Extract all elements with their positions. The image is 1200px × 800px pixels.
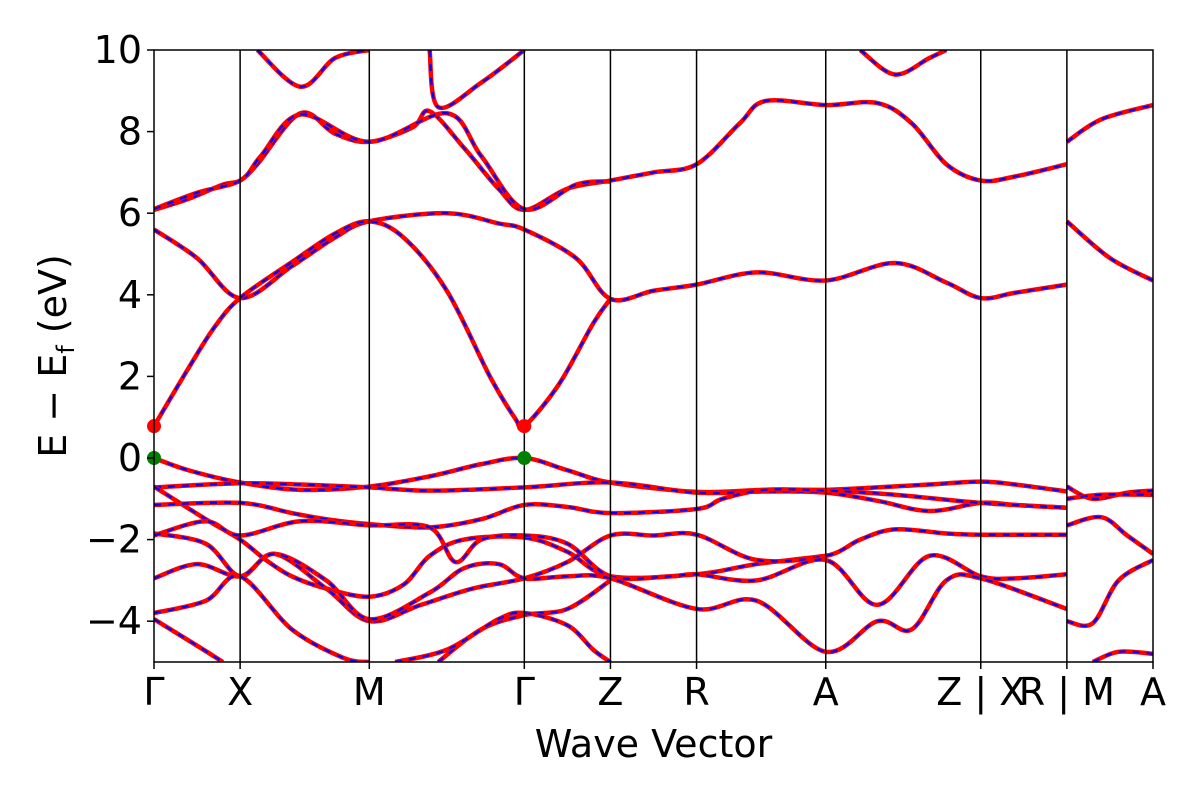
x-tick-label-3: Γ xyxy=(514,670,535,714)
band-line-dash-5 xyxy=(154,481,1067,513)
y-tick-label-1: −2 xyxy=(86,518,142,562)
y-axis-label-unit: (eV) xyxy=(31,254,75,345)
y-ticks: −4 −2 0 2 4 6 8 10 xyxy=(86,28,154,643)
band-line-dash-23 xyxy=(1066,559,1153,627)
band-line-dash-12 xyxy=(154,618,224,662)
band-line-19 xyxy=(1065,219,1153,283)
x-tick-label-7: Z | X xyxy=(936,670,1025,715)
band-line-dash-16 xyxy=(428,50,525,110)
band-lines xyxy=(154,50,1153,662)
band-line-dash-2 xyxy=(154,212,1068,302)
band-line-24 xyxy=(1091,649,1153,662)
band-line-15 xyxy=(255,50,370,89)
x-tick-label-5: R xyxy=(683,670,709,714)
band-line-22 xyxy=(1066,514,1153,556)
band-line-18 xyxy=(1065,102,1153,144)
y-tick-label-2: 0 xyxy=(118,436,142,480)
y-tick-label-6: 8 xyxy=(118,110,142,154)
high-symmetry-lines xyxy=(239,50,1068,662)
y-tick-label-7: 10 xyxy=(94,28,142,72)
band-line-dash-4 xyxy=(154,456,1068,494)
x-tick-label-2: M xyxy=(353,670,386,714)
vbm-marker-1 xyxy=(517,451,532,465)
band-line-dash-21 xyxy=(1066,493,1153,500)
band-line-dash-22 xyxy=(1066,515,1153,555)
band-line-dash-17 xyxy=(859,50,947,76)
y-axis-label: E − Ef (eV) xyxy=(31,254,80,458)
y-axis-label-main: E − E xyxy=(31,354,75,458)
band-line-dash-19 xyxy=(1066,220,1153,282)
band-line-dash-1 xyxy=(154,112,611,211)
band-line-12 xyxy=(154,617,225,662)
band-line-dash-3 xyxy=(154,220,612,430)
x-tick-label-0: Γ xyxy=(143,670,164,714)
band-edge-markers xyxy=(147,419,532,465)
x-tick-label-6: A xyxy=(813,670,839,714)
band-line-dash-8 xyxy=(154,528,1067,623)
band-line-0 xyxy=(154,98,1068,213)
x-tick-label-1: X xyxy=(227,670,253,714)
x-axis-label: Wave Vector xyxy=(535,722,773,766)
y-tick-label-5: 6 xyxy=(118,191,142,235)
band-line-3 xyxy=(154,219,613,431)
band-line-dash-9 xyxy=(154,519,1067,606)
band-line-dash-18 xyxy=(1066,104,1153,143)
cbm-marker-1 xyxy=(517,419,532,434)
y-axis-label-subscript: f xyxy=(52,345,80,354)
band-line-dash-24 xyxy=(1092,650,1153,662)
band-line-dash-7 xyxy=(154,488,1067,529)
band-line-dash-11 xyxy=(154,574,370,662)
y-tick-label-3: 2 xyxy=(118,354,142,398)
x-tick-label-8: R | M xyxy=(1019,670,1115,715)
band-line-dash-10 xyxy=(154,552,1068,653)
x-ticks: Γ X M Γ Z R A Z | XR | M A xyxy=(143,662,1166,715)
band-line-dash-6 xyxy=(154,485,826,598)
plot-frame xyxy=(153,49,1154,663)
x-tick-label-4: Z xyxy=(597,670,623,714)
band-line-16 xyxy=(427,50,526,111)
band-line-1 xyxy=(154,110,611,212)
y-tick-label-0: −4 xyxy=(86,599,142,643)
x-tick-label-9: A xyxy=(1140,670,1166,714)
y-tick-label-4: 4 xyxy=(118,273,142,317)
